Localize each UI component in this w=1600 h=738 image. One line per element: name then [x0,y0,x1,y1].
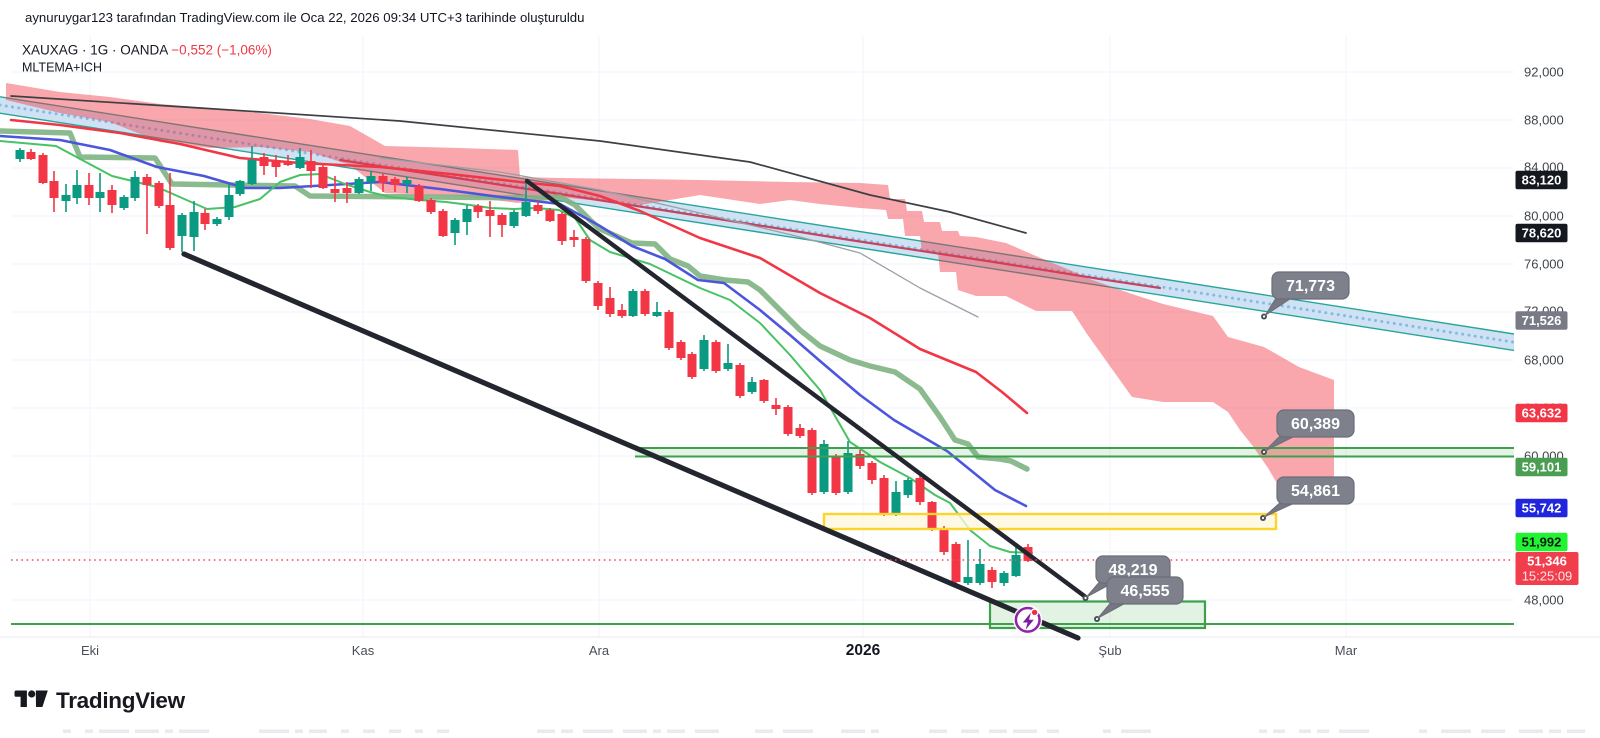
svg-text:55,742: 55,742 [1522,501,1562,516]
svg-text:78,620: 78,620 [1522,226,1562,241]
svg-text:88,000: 88,000 [1524,113,1564,128]
svg-text:51,992: 51,992 [1522,535,1562,550]
svg-text:84,000: 84,000 [1524,160,1564,175]
svg-text:Ara: Ara [589,643,610,658]
svg-text:80,000: 80,000 [1524,209,1564,224]
svg-text:76,000: 76,000 [1524,257,1564,272]
svg-text:92,000: 92,000 [1524,65,1564,80]
svg-text:48,219: 48,219 [1109,562,1158,579]
svg-text:aynuruygar123 tarafından Tradi: aynuruygar123 tarafından TradingView.com… [25,10,584,25]
svg-text:Eki: Eki [81,643,99,658]
svg-text:Mar: Mar [1335,643,1358,658]
svg-text:54,861: 54,861 [1291,483,1340,500]
svg-text:XAUXAG · 1G · OANDA −0,552 (−: XAUXAG · 1G · OANDA −0,552 (−1,06%) [22,43,272,58]
svg-text:15:25:09: 15:25:09 [1522,569,1573,584]
svg-text:Kas: Kas [352,643,375,658]
svg-text:59,101: 59,101 [1522,460,1562,475]
svg-text:46,555: 46,555 [1121,583,1170,600]
svg-text:48,000: 48,000 [1524,593,1564,608]
svg-text:60,389: 60,389 [1291,416,1340,433]
svg-text:83,120: 83,120 [1522,173,1562,188]
svg-text:71,773: 71,773 [1286,278,1335,295]
svg-text:68,000: 68,000 [1524,353,1564,368]
svg-text:2026: 2026 [846,642,881,659]
svg-text:51,346: 51,346 [1527,554,1567,569]
svg-text:MLTEMA+ICH: MLTEMA+ICH [22,61,102,75]
svg-text:63,632: 63,632 [1522,406,1562,421]
svg-text:71,526: 71,526 [1522,313,1562,328]
svg-text:TradingView: TradingView [56,688,186,713]
svg-text:Şub: Şub [1098,643,1121,658]
